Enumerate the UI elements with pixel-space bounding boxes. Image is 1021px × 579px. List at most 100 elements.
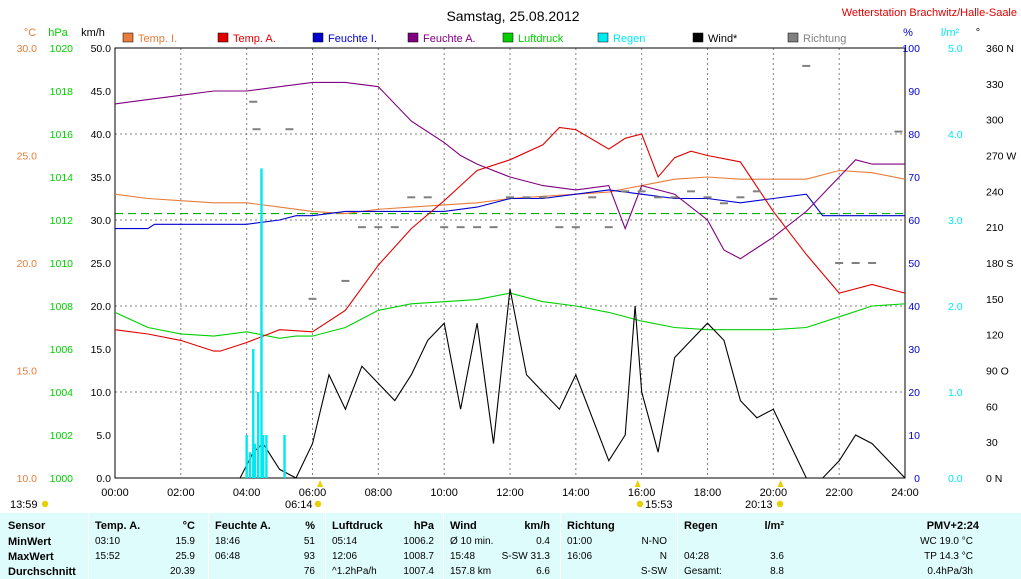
direction-point <box>440 226 449 229</box>
legend-swatch <box>502 32 514 43</box>
rain-bar <box>261 435 265 478</box>
y-tick-label: 360 N <box>986 43 1014 55</box>
series-feuchte-a <box>114 81 905 260</box>
summary-value: N-NO <box>641 536 667 547</box>
summary-separator <box>88 513 89 579</box>
x-tick-label: 14:00 <box>562 487 590 499</box>
y-tick-label: 70 <box>908 172 920 184</box>
y-tick-label: 240 <box>986 186 1004 198</box>
y-tick-label: 1000 <box>50 473 74 485</box>
legend-label: Temp. I. <box>138 33 177 45</box>
direction-point <box>868 262 877 264</box>
summary-value: 25.9 <box>175 551 195 562</box>
summary-pmv-value: 0.4hPa/3h <box>927 566 973 577</box>
direction-point <box>621 190 630 193</box>
x-tick-label: 10:00 <box>430 487 458 499</box>
legend-swatch <box>122 32 134 43</box>
y-tick-label: 60 <box>986 401 998 413</box>
direction-point <box>555 226 564 229</box>
summary-row-label: MaxWert <box>8 551 54 563</box>
noon-icon <box>636 500 644 508</box>
rain-bar <box>253 443 257 478</box>
summary-sensor-col: Sensor MinWert MaxWert Durchschnitt <box>0 513 88 579</box>
y-tick-label: 100 <box>902 43 920 55</box>
legend-label: Richtung <box>803 33 846 45</box>
summary-time: 18:46 <box>215 536 241 547</box>
x-tick-label: 02:00 <box>167 487 195 499</box>
y-tick-label: 270 W <box>986 151 1016 163</box>
direction-point <box>249 100 258 103</box>
y-tick-label: 30 <box>908 344 920 356</box>
direction-point <box>571 226 580 229</box>
y-tick-label: 80 <box>908 129 920 141</box>
legend-label: Feuchte A. <box>423 33 476 45</box>
y-tick-label: 0 <box>914 473 920 485</box>
series-line <box>115 189 905 230</box>
summary-value: 93 <box>303 551 315 562</box>
plot-frame <box>114 47 906 479</box>
y-tick-label: 1006 <box>50 344 74 356</box>
y-tick-label: 1010 <box>50 258 74 270</box>
summary-header: Wind <box>450 520 477 532</box>
summary-wind-col: Wind km/h Ø 10 min. 0.4 15:48 S-SW 31.3 157.8 … <box>443 513 558 579</box>
y-tick-label: 10.0 <box>17 473 38 485</box>
series-feuchte-i <box>115 189 905 230</box>
y-tick-label: 330 <box>986 79 1004 91</box>
direction-point <box>522 196 531 199</box>
direction-point <box>341 279 350 282</box>
y-tick-label: 25.0 <box>17 151 38 163</box>
y-tick-label: 1018 <box>50 86 74 98</box>
legend-label: Luftdruck <box>518 33 564 45</box>
sun-marker <box>777 480 784 487</box>
summary-value: 6.6 <box>536 566 550 577</box>
series-line <box>114 126 906 352</box>
y-tick-label: 20.0 <box>17 258 38 270</box>
direction-point <box>654 196 663 199</box>
summary-header: Temp. A. <box>95 520 141 532</box>
summary-value: N <box>659 551 667 562</box>
y-tick-label: 1012 <box>50 215 74 227</box>
direction-point <box>285 128 294 131</box>
summary-value: 51 <box>303 536 315 547</box>
y-tick-label: 150 <box>986 294 1004 306</box>
summary-separator <box>677 513 678 579</box>
summary-druck-col: Luftdruck hPa 05:14 1006.2 12:06 1008.7 ^1.2hP… <box>325 513 442 579</box>
direction-point <box>687 190 696 193</box>
summary-time: 01:00 <box>567 536 593 547</box>
direction-point <box>851 262 860 264</box>
summary-unit: % <box>305 520 315 532</box>
legend: Temp. I. Temp. A. Feuchte I. Feuchte A. Luft… <box>122 32 846 45</box>
legend-label: Regen <box>613 33 645 45</box>
legend-swatch <box>787 32 799 43</box>
sun-marker <box>317 480 324 487</box>
y-tick-label: 40 <box>908 301 920 313</box>
axis-unit-label: °C <box>24 27 36 39</box>
summary-separator <box>208 513 209 579</box>
summary-value: 1007.4 <box>403 566 434 577</box>
sunrise-label: 06:14 <box>285 499 313 511</box>
summary-regen-col: Regen l/m² 04:28 3.6 Gesamt: 8.8 <box>677 513 792 579</box>
y-tick-label: 90 O <box>986 366 1009 378</box>
series-line <box>114 81 905 260</box>
summary-row-label: Durchschnitt <box>8 566 76 578</box>
summary-separator <box>325 513 326 579</box>
summary-time: ^1.2hPa/h <box>332 566 377 577</box>
direction-point <box>489 226 498 229</box>
series-luftdruck <box>114 292 906 339</box>
series-regen <box>245 168 286 478</box>
direction-point <box>736 196 745 199</box>
summary-pmv-value: TP 14.3 °C <box>924 551 973 562</box>
rain-bar <box>256 392 260 478</box>
y-tick-label: 0.0 <box>948 473 963 485</box>
weather-chart: Samstag, 25.08.2012 Wetterstation Brachw… <box>10 7 1017 511</box>
summary-header: Regen <box>684 520 718 532</box>
y-tick-label: 40.0 <box>91 129 112 141</box>
y-tick-label: 45.0 <box>91 86 112 98</box>
sunset-icon <box>776 500 784 508</box>
y-tick-label: 90 <box>908 86 920 98</box>
summary-unit: l/m² <box>764 520 784 532</box>
summary-time: 04:28 <box>684 551 710 562</box>
x-tick-label: 00:00 <box>101 487 129 499</box>
y-tick-label: 2.0 <box>948 301 963 313</box>
y-tick-label: 4.0 <box>948 129 963 141</box>
